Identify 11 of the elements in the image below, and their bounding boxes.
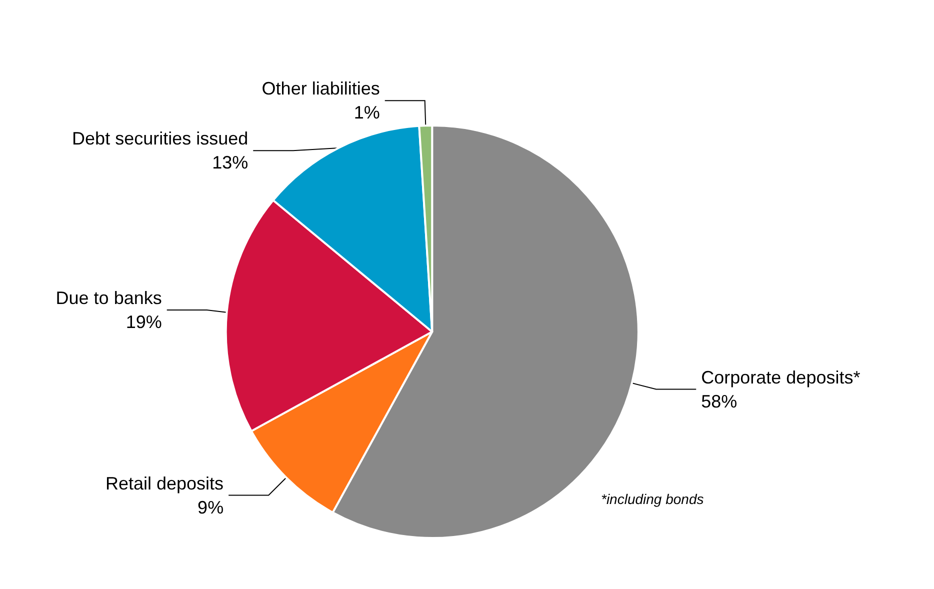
data-label: 58% [701,391,738,412]
slice-label: Due to banks [56,288,162,308]
slice-label: Other liabilities [262,78,380,99]
data-label: 9% [198,497,224,518]
slice-label: Debt securities issued [72,128,248,149]
data-label: 1% [354,102,380,123]
data-label: 13% [212,152,248,173]
slice-label: Corporate deposits* [701,367,860,388]
text: *including bonds [601,491,704,507]
data-label: 19% [126,312,162,332]
slice-label: Retail deposits [106,473,224,494]
